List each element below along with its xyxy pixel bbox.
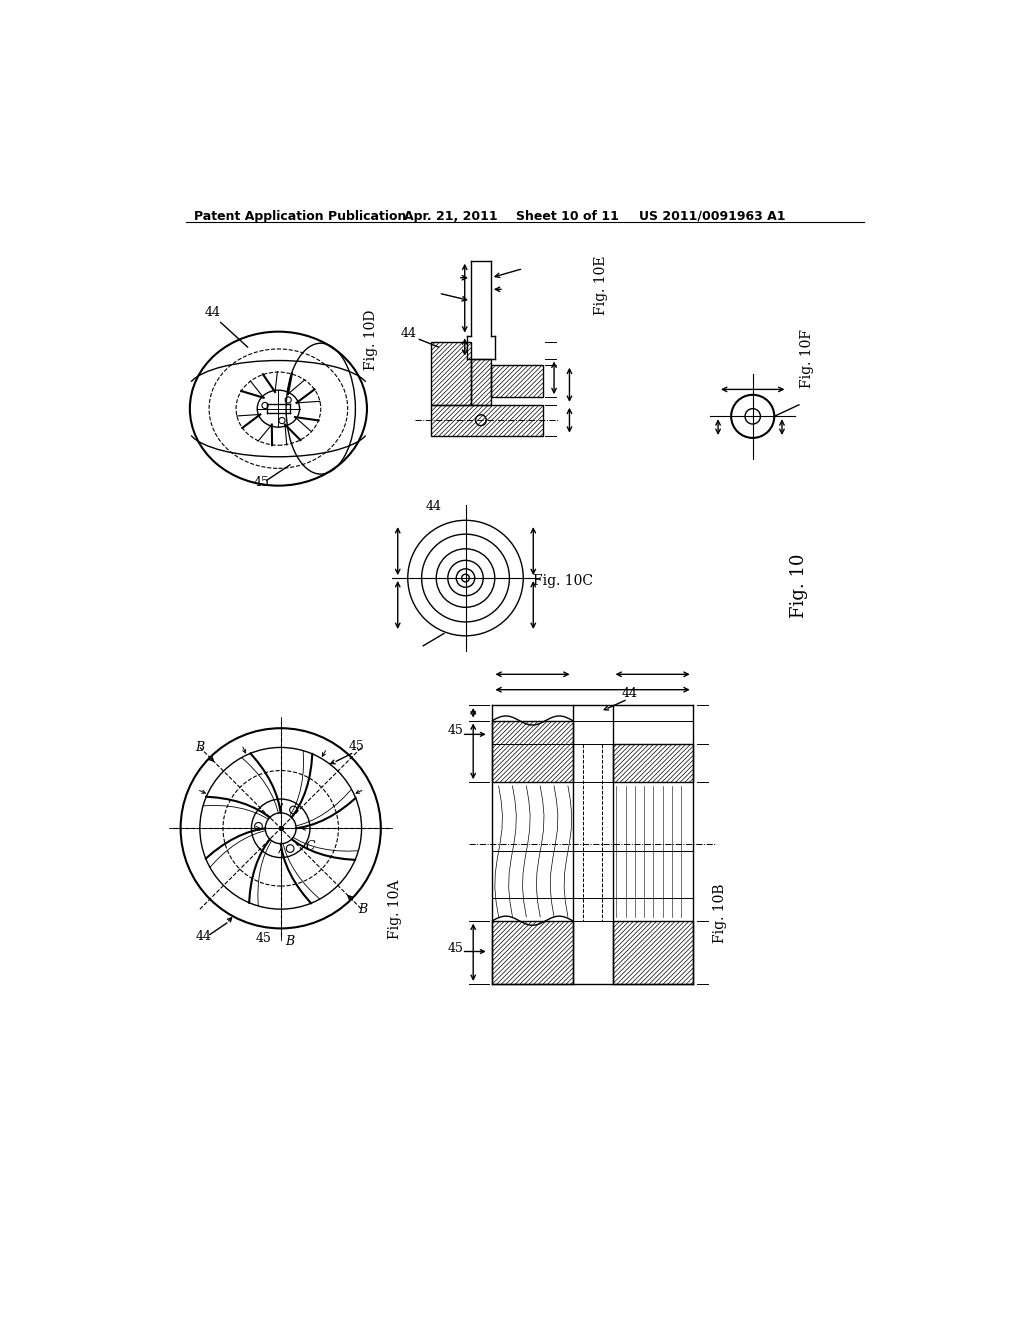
Text: 44: 44	[196, 931, 212, 942]
Text: Fig. 10F: Fig. 10F	[801, 329, 814, 388]
Text: US 2011/0091963 A1: US 2011/0091963 A1	[639, 210, 785, 223]
Text: 44: 44	[425, 500, 441, 513]
Text: Fig. 10: Fig. 10	[791, 553, 808, 618]
Text: 45: 45	[447, 941, 464, 954]
Text: Sheet 10 of 11: Sheet 10 of 11	[515, 210, 618, 223]
Text: 44: 44	[622, 688, 638, 701]
Text: 44: 44	[401, 327, 417, 341]
Text: Apr. 21, 2011: Apr. 21, 2011	[403, 210, 498, 223]
Text: Fig. 10D: Fig. 10D	[365, 309, 379, 370]
Text: 44: 44	[205, 306, 221, 319]
Text: 45: 45	[254, 475, 269, 488]
Text: B: B	[196, 742, 205, 754]
Text: Fig. 10C: Fig. 10C	[534, 574, 593, 589]
Text: B: B	[357, 903, 367, 916]
Text: Fig. 10B: Fig. 10B	[714, 883, 727, 942]
Text: C: C	[305, 840, 314, 853]
Text: Fig. 10E: Fig. 10E	[594, 256, 608, 315]
Text: Patent Application Publication: Patent Application Publication	[194, 210, 407, 223]
Text: 45: 45	[348, 739, 365, 752]
Text: Fig. 10A: Fig. 10A	[388, 879, 402, 939]
Text: 45: 45	[256, 932, 271, 945]
Text: 45: 45	[447, 725, 464, 738]
Text: B: B	[286, 936, 295, 948]
